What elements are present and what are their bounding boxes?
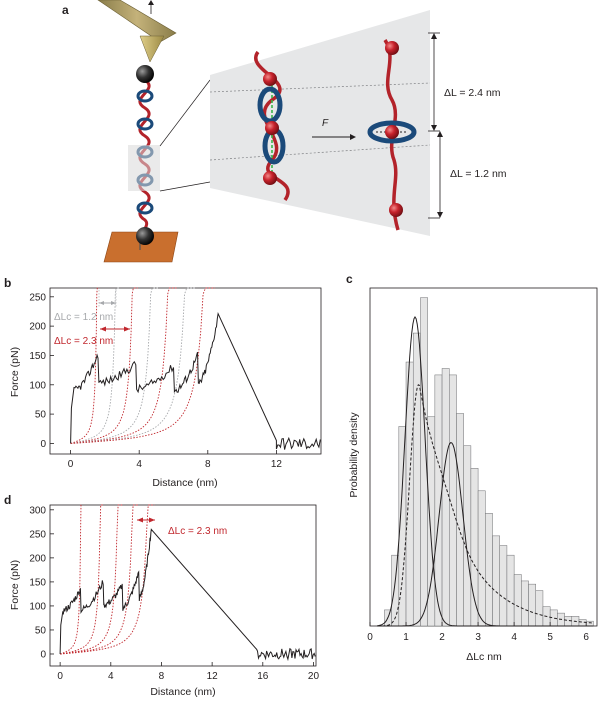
histogram-bar (585, 620, 594, 627)
panel-d-trace (59, 528, 316, 662)
y-tick-label: 150 (29, 577, 46, 588)
x-tick-label: 5 (547, 632, 553, 643)
y-tick-label: 50 (35, 410, 47, 421)
x-tick-label: 8 (159, 671, 165, 682)
histogram-bar (391, 554, 400, 627)
wlc-fit-curve (60, 504, 139, 655)
y-tick-label: 200 (29, 553, 46, 564)
y-tick-label: 200 (29, 322, 46, 333)
panel-c-bars (384, 297, 594, 627)
panel-d-y-label: Force (pN) (9, 560, 21, 610)
panel-c-letter: c (346, 272, 353, 286)
panel-b-delta-lc-grey-label: ΔLc = 1.2 nm (54, 312, 113, 323)
panel-b-y-label: Force (pN) (9, 347, 21, 397)
force-trace-line (70, 311, 321, 450)
wlc-fit-curve (60, 504, 155, 655)
x-tick-label: 16 (257, 671, 269, 682)
delta-l-2-4-label: ΔL = 2.4 nm (444, 87, 501, 99)
x-tick-label: 20 (308, 671, 320, 682)
force-trace-line (59, 528, 316, 662)
histogram-bar (470, 468, 479, 627)
wlc-fit-curve (70, 287, 177, 444)
panel-b-annotations: ΔLc = 1.2 nm ΔLc = 2.3 nm (54, 290, 130, 347)
y-tick-label: 250 (29, 529, 46, 540)
panel-b-delta-lc-red-label: ΔLc = 2.3 nm (54, 336, 113, 347)
wlc-fit-curve (59, 504, 83, 655)
panel-b-force-curve: b 0 4 8 12 0 50 100 150 200 250 ΔLc = 1.2 nm ΔLc … (4, 276, 322, 489)
panel-c-ticks: 0 1 2 3 4 5 6 (367, 622, 589, 643)
wlc-fit-curve (70, 287, 100, 444)
histogram-bar (528, 583, 536, 627)
y-tick-label: 0 (40, 439, 46, 450)
x-tick-label: 0 (57, 671, 63, 682)
panel-a-schematic: a (62, 0, 507, 263)
envelope-fit-curve (377, 384, 594, 627)
panel-b-letter: b (4, 276, 11, 290)
panel-c-x-label: ΔLc nm (466, 651, 502, 663)
histogram-bar (477, 490, 486, 627)
panel-b-frame (49, 287, 322, 455)
x-tick-label: 3 (475, 632, 481, 643)
histogram-bar (492, 535, 500, 627)
histogram-bar (513, 574, 522, 627)
panel-b-ticks: 0 4 8 12 0 50 100 150 200 250 (29, 292, 282, 470)
y-tick-label: 50 (35, 625, 47, 636)
y-tick-label: 100 (29, 380, 46, 391)
panel-a-letter: a (62, 3, 69, 17)
delta-l-dimensions: ΔL = 2.4 nm ΔL = 1.2 nm (428, 32, 507, 219)
wlc-fit-curve (60, 504, 104, 655)
panel-c-y-label: Probability density (348, 412, 360, 498)
zoomed-rotaxane-panel: F (209, 10, 431, 236)
panel-d-letter: d (4, 493, 11, 507)
y-tick-label: 100 (29, 601, 46, 612)
zoom-highlight-box (128, 145, 160, 191)
x-tick-label: 4 (136, 459, 142, 470)
gaussian-fit-curve (377, 442, 594, 627)
y-tick-label: 0 (40, 649, 46, 660)
panel-c-histogram: c 0 1 2 3 4 5 6 Probability density ΔLc nm (346, 272, 598, 663)
panel-b-trace (70, 311, 321, 450)
wlc-fit-curve (70, 287, 216, 444)
molecule-chain-icon (128, 65, 160, 245)
x-tick-label: 4 (511, 632, 517, 643)
panel-b-x-label: Distance (nm) (152, 477, 217, 489)
x-tick-label: 0 (367, 632, 373, 643)
x-tick-label: 8 (205, 459, 211, 470)
panel-d-delta-lc-label: ΔLc = 2.3 nm (168, 526, 227, 537)
wlc-fit-curve (60, 504, 123, 655)
y-tick-label: 150 (29, 351, 46, 362)
y-tick-label: 300 (29, 505, 46, 516)
histogram-bar (441, 368, 450, 627)
delta-l-1-2-label: ΔL = 1.2 nm (450, 168, 507, 180)
histogram-bar (535, 590, 544, 627)
histogram-bar (499, 545, 508, 627)
panel-b-wlc-fits (70, 287, 216, 444)
histogram-bar (485, 513, 493, 627)
x-tick-label: 12 (207, 671, 219, 682)
histogram-bar (506, 554, 515, 627)
afm-cantilever-icon (97, 0, 177, 63)
x-tick-label: 2 (439, 632, 445, 643)
wlc-fit-curve (70, 287, 138, 444)
panel-c-fit-curves (377, 316, 594, 627)
force-label: F (322, 118, 329, 129)
x-tick-label: 1 (403, 632, 409, 643)
panel-d-x-label: Distance (nm) (150, 686, 215, 698)
histogram-bar (412, 332, 421, 627)
x-tick-label: 4 (108, 671, 114, 682)
histogram-bar (521, 580, 529, 627)
x-tick-label: 12 (271, 459, 283, 470)
x-tick-label: 0 (68, 459, 74, 470)
panel-d-wlc-fits (59, 504, 155, 655)
panel-d-annotations: ΔLc = 2.3 nm (137, 517, 227, 537)
x-tick-label: 6 (583, 632, 589, 643)
panel-d-frame (49, 504, 317, 667)
y-tick-label: 250 (29, 292, 46, 303)
histogram-bar (456, 413, 464, 627)
